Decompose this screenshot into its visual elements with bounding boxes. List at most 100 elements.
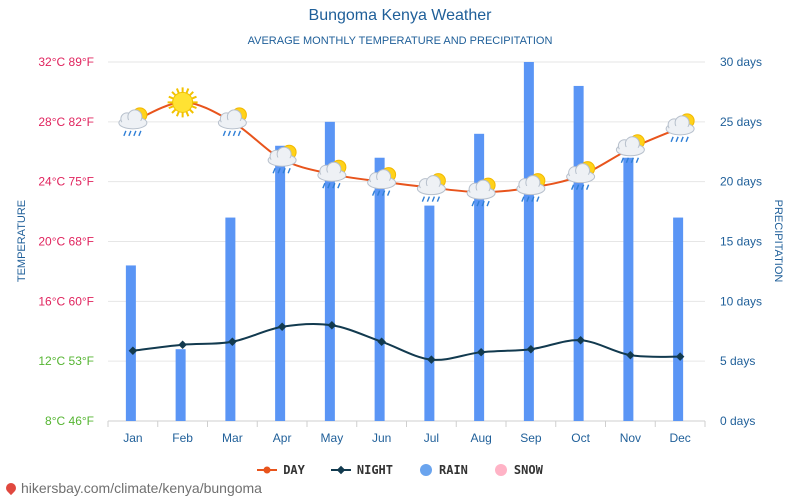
night-point bbox=[427, 355, 436, 364]
rain-drop bbox=[635, 157, 640, 164]
month-label: Sep bbox=[520, 431, 542, 445]
cloud-fill bbox=[120, 119, 145, 128]
right-tick-label: 0 days bbox=[720, 414, 755, 428]
rain-bar bbox=[125, 265, 136, 421]
rain-bar bbox=[523, 62, 534, 421]
cloud-sun-rain-icon bbox=[566, 161, 596, 190]
watermark-text: hikersbay.com/climate/kenya/bungoma bbox=[21, 480, 262, 496]
month-label: May bbox=[321, 431, 344, 445]
night-point bbox=[228, 337, 237, 346]
rain-drop bbox=[227, 130, 232, 137]
left-tick-label: 20°C 68°F bbox=[38, 235, 94, 249]
right-axis-title: PRECIPITATION bbox=[772, 200, 784, 283]
rain-bar bbox=[374, 157, 385, 421]
legend-item-day[interactable]: DAY bbox=[257, 463, 305, 477]
rain-bar bbox=[474, 133, 485, 422]
cloud-fill bbox=[618, 146, 643, 155]
rain-drop bbox=[476, 200, 480, 207]
cloud-sun-rain-icon bbox=[317, 159, 347, 189]
rain-drop bbox=[222, 130, 227, 137]
rain-drop bbox=[481, 200, 485, 207]
rain-drop bbox=[138, 130, 142, 137]
rain-drop bbox=[327, 182, 331, 189]
rain-drop bbox=[570, 184, 575, 190]
legend-label-rain: RAIN bbox=[439, 463, 468, 477]
rain-bar bbox=[424, 205, 435, 421]
right-tick-label: 5 days bbox=[720, 354, 755, 368]
left-tick-label: 8°C 46°F bbox=[45, 414, 94, 428]
month-label: Jul bbox=[424, 431, 439, 445]
cloud-fill bbox=[419, 185, 444, 194]
rain-drop bbox=[371, 190, 376, 196]
rain-bar bbox=[275, 145, 286, 421]
watermark[interactable]: hikersbay.com/climate/kenya/bungoma bbox=[3, 480, 262, 496]
rain-bar bbox=[225, 217, 236, 421]
rain-drop bbox=[675, 136, 679, 143]
rain-drop bbox=[575, 184, 580, 190]
night-series-line bbox=[132, 322, 681, 361]
left-tick-label: 16°C 60°F bbox=[38, 294, 94, 308]
rain-drop bbox=[521, 196, 525, 202]
month-label: Jan bbox=[123, 431, 142, 445]
rain-drop bbox=[436, 196, 441, 202]
legend-label-night: NIGHT bbox=[356, 463, 393, 477]
legend-item-snow[interactable]: SNOW bbox=[494, 463, 543, 477]
day-series-line bbox=[132, 101, 681, 194]
month-label: Apr bbox=[273, 431, 292, 445]
rain-drop bbox=[123, 130, 127, 137]
rain-drop bbox=[133, 130, 137, 137]
rain-drop bbox=[232, 130, 237, 137]
cloud-sun-rain-icon bbox=[516, 173, 546, 202]
cloud-fill bbox=[319, 172, 344, 181]
rain-drop bbox=[322, 182, 326, 189]
right-tick-label: 20 days bbox=[720, 175, 762, 189]
rain-drop bbox=[272, 167, 276, 174]
rain-drop bbox=[421, 196, 426, 202]
night-point bbox=[626, 350, 635, 360]
rain-drop bbox=[426, 196, 431, 202]
chart-title: Bungoma Kenya Weather bbox=[308, 7, 492, 24]
cloud-fill bbox=[270, 157, 295, 166]
cloud-fill bbox=[469, 190, 494, 199]
rain-drop bbox=[531, 196, 535, 202]
night-point bbox=[128, 346, 138, 355]
legend-snow-swatch bbox=[494, 464, 507, 476]
rain-bar bbox=[623, 157, 634, 421]
month-label: Jun bbox=[372, 431, 391, 445]
rain-drop bbox=[680, 136, 684, 143]
rain-bar bbox=[673, 217, 684, 421]
right-tick-label: 25 days bbox=[720, 115, 762, 129]
legend-item-rain[interactable]: RAIN bbox=[419, 463, 468, 477]
legend-item-night[interactable]: NIGHT bbox=[330, 463, 393, 477]
legend: DAY NIGHT RAIN SNOW bbox=[0, 463, 800, 477]
cloud-fill bbox=[220, 119, 245, 128]
legend-rain-swatch bbox=[420, 464, 432, 476]
month-label: Dec bbox=[669, 431, 690, 445]
night-point bbox=[576, 335, 585, 345]
rain-drop bbox=[332, 182, 336, 189]
left-tick-label: 28°C 82°F bbox=[38, 115, 94, 129]
night-point bbox=[178, 340, 187, 349]
rain-drop bbox=[431, 196, 436, 202]
night-point bbox=[675, 352, 685, 361]
rain-drop bbox=[386, 190, 391, 196]
night-point bbox=[377, 337, 386, 346]
rain-drop bbox=[585, 184, 590, 190]
rain-drop bbox=[128, 130, 132, 137]
left-tick-label: 12°C 53°F bbox=[38, 354, 94, 368]
cloud-fill bbox=[518, 185, 543, 194]
left-tick-label: 24°C 75°F bbox=[38, 175, 94, 189]
cloud-sun-rain-icon bbox=[267, 144, 297, 174]
cloud-fill bbox=[369, 179, 394, 188]
rain-drop bbox=[282, 167, 286, 174]
rain-drop bbox=[337, 182, 341, 189]
legend-night-swatch bbox=[330, 465, 351, 475]
rain-drop bbox=[620, 157, 625, 164]
cloud-sun-rain-icon bbox=[416, 173, 446, 202]
rain-drop bbox=[277, 167, 281, 174]
cloud-sun-rain-icon bbox=[118, 107, 148, 137]
cloud-sun-rain-icon bbox=[217, 107, 247, 137]
right-tick-label: 15 days bbox=[720, 235, 762, 249]
rain-bar bbox=[573, 85, 584, 421]
rain-drop bbox=[630, 157, 635, 164]
